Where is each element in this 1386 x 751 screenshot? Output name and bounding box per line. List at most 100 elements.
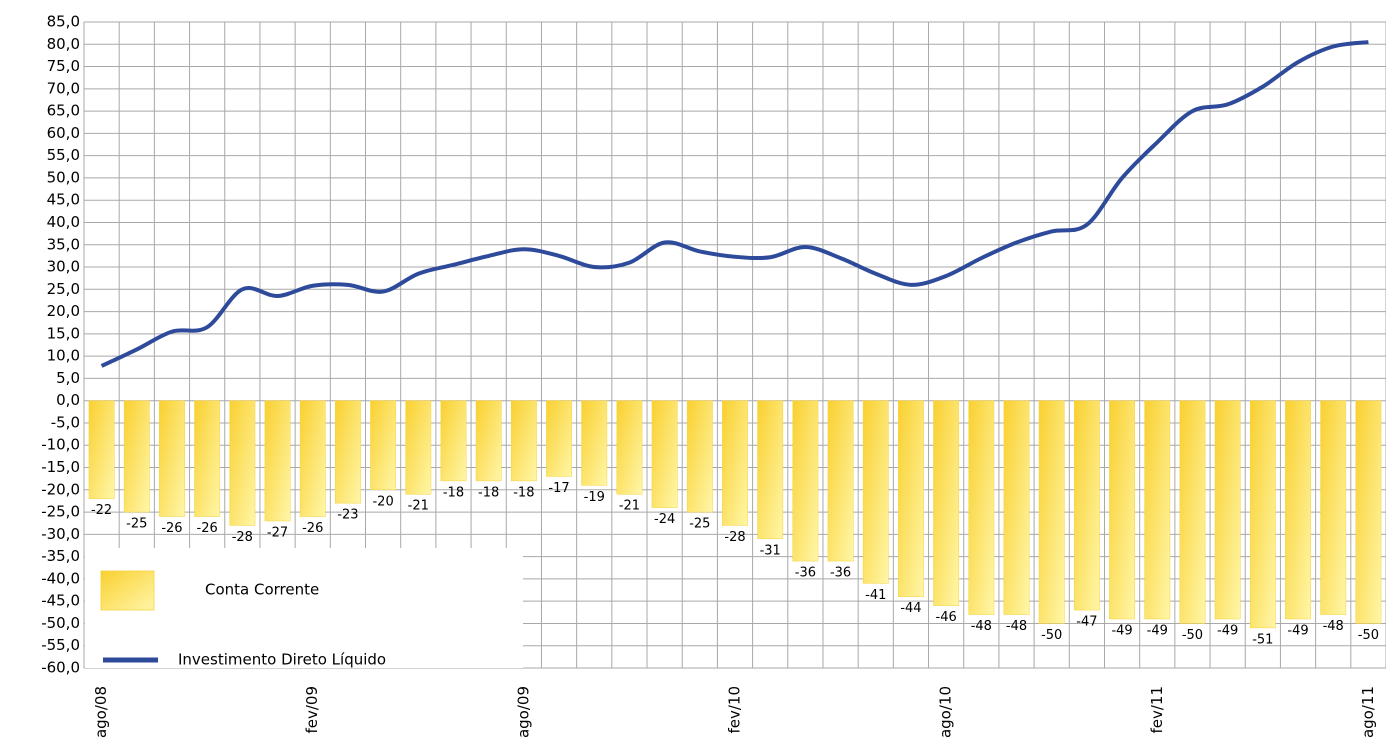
data-label: -18 (443, 485, 464, 500)
x-tick-label: ago/11 (1359, 686, 1377, 738)
bar (1249, 400, 1276, 629)
bar (1320, 400, 1347, 615)
bar (616, 400, 643, 495)
bar (581, 400, 608, 486)
bar (299, 400, 326, 517)
data-label: -36 (830, 566, 851, 581)
bar (933, 400, 960, 606)
legend: Conta Corrente Investimento Direto Líquid… (85, 548, 523, 669)
y-tick-label: -50,0 (41, 614, 80, 632)
bar (264, 400, 291, 522)
data-label: -26 (302, 521, 323, 536)
bar (757, 400, 784, 540)
y-tick-label: 85,0 (47, 13, 80, 31)
x-tick-label: fev/11 (1148, 686, 1166, 734)
bar (370, 400, 397, 491)
y-tick-label: 55,0 (47, 146, 80, 164)
data-label: -48 (1323, 619, 1344, 634)
data-label: -18 (513, 485, 534, 500)
y-tick-label: -15,0 (41, 458, 80, 476)
marks: -22 -25 -26 -26 -28 -27 -26 -23 -20 -21 -18 -18 -18 -… (88, 40, 1382, 647)
bar (159, 400, 185, 517)
y-tick-label: 60,0 (47, 124, 80, 142)
bar (1214, 400, 1241, 620)
legend-swatch (100, 570, 155, 611)
data-label: -26 (197, 521, 218, 536)
x-tick-label: ago/10 (937, 686, 955, 738)
data-label: -47 (1076, 615, 1097, 630)
y-tick-label: -30,0 (41, 525, 80, 543)
data-label: -48 (971, 619, 992, 634)
legend-box (85, 548, 523, 668)
y-tick-label: -35,0 (41, 547, 80, 565)
bar (898, 400, 924, 597)
data-label: -25 (126, 517, 147, 532)
y-tick-label: 30,0 (47, 258, 80, 276)
x-tick-label: fev/10 (726, 686, 744, 734)
y-tick-label: -10,0 (41, 436, 80, 454)
data-label: -23 (337, 508, 358, 523)
y-tick-label: 0,0 (56, 391, 80, 409)
y-tick-label: 75,0 (47, 57, 80, 75)
bar (1355, 400, 1382, 624)
y-tick-label: 10,0 (47, 347, 80, 365)
data-label: -49 (1287, 623, 1308, 638)
data-label: -27 (267, 525, 288, 540)
y-tick-label: -45,0 (41, 592, 80, 610)
bar (1285, 400, 1311, 620)
bar (440, 400, 467, 482)
data-label: -48 (1006, 619, 1027, 634)
y-tick-label: 40,0 (47, 213, 80, 231)
bar (792, 400, 819, 562)
bar (405, 400, 432, 495)
bar (88, 400, 115, 499)
data-label: -18 (478, 485, 499, 500)
bar (1038, 400, 1065, 624)
x-tick-label: ago/08 (92, 686, 110, 738)
bar (1109, 400, 1135, 620)
y-tick-label: 5,0 (56, 369, 80, 387)
data-label: -22 (91, 503, 112, 518)
y-tick-label: 70,0 (47, 79, 80, 97)
bar (510, 400, 537, 482)
data-label: -50 (1358, 628, 1379, 643)
data-label: -28 (232, 530, 253, 545)
bar (1073, 400, 1100, 611)
data-label: -26 (161, 521, 182, 536)
data-label: -24 (654, 512, 675, 527)
y-tick-label: -20,0 (41, 480, 80, 498)
x-tick-label: fev/09 (303, 686, 321, 734)
y-tick-label: 25,0 (47, 280, 80, 298)
y-tick-label: -25,0 (41, 503, 80, 521)
bar (862, 400, 889, 584)
bar (1144, 400, 1171, 620)
bar (722, 400, 748, 526)
data-label: -21 (408, 499, 429, 514)
data-label: -50 (1041, 628, 1062, 643)
bar (968, 400, 995, 615)
bar (1003, 400, 1030, 615)
data-label: -49 (1111, 623, 1132, 638)
bar (475, 400, 502, 482)
y-tick-label: 80,0 (47, 35, 80, 53)
data-label: -46 (936, 610, 957, 625)
legend-label: Investimento Direto Líquido (178, 651, 386, 669)
data-label: -49 (1217, 623, 1238, 638)
y-tick-label: -5,0 (51, 413, 80, 431)
data-label: -50 (1182, 628, 1203, 643)
data-label: -19 (584, 490, 605, 505)
y-tick-label: 65,0 (47, 102, 80, 120)
x-tick-label: ago/09 (514, 686, 532, 738)
y-tick-label: 45,0 (47, 191, 80, 209)
legend-label: Conta Corrente (205, 581, 319, 599)
data-label: -44 (900, 601, 921, 616)
data-label: -51 (1252, 632, 1273, 647)
y-tick-label: 50,0 (47, 168, 80, 186)
y-tick-label: 20,0 (47, 302, 80, 320)
bar (123, 400, 150, 513)
bar (651, 400, 678, 508)
data-label: -41 (865, 588, 886, 603)
y-tick-label: 35,0 (47, 235, 80, 253)
data-label: -20 (372, 494, 393, 509)
